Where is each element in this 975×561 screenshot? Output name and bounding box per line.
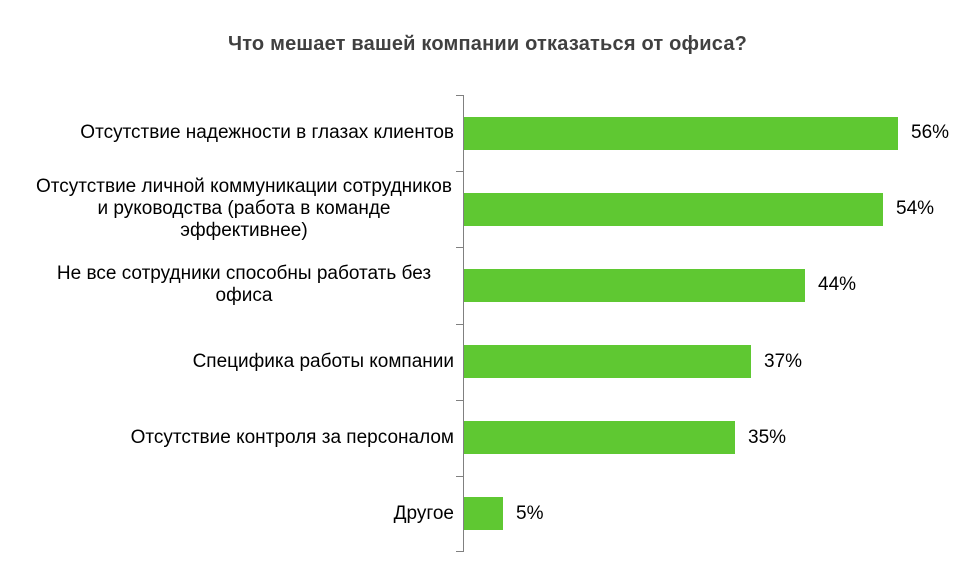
value-label: 56%: [911, 122, 950, 144]
category-label: Другое: [393, 502, 454, 524]
axis-tick: [456, 400, 464, 401]
axis-tick: [456, 171, 464, 172]
bar-cell: 5%: [463, 497, 975, 531]
category-label: Отсутствие контроля за персоналом: [130, 426, 454, 448]
bar-cell: 54%: [463, 192, 975, 226]
bar-row: Не все сотрудники способны работать без …: [0, 247, 975, 323]
value-label: 5%: [516, 502, 544, 524]
value-label: 35%: [748, 426, 787, 448]
bar-row: Другое 5%: [0, 476, 975, 552]
axis-tick: [456, 247, 464, 248]
plot-area: Отсутствие надежности в глазах клиентов …: [0, 95, 975, 552]
value-label: 37%: [764, 350, 803, 372]
bar: [464, 268, 805, 302]
bar-cell: 37%: [463, 345, 975, 379]
category-label-cell: Отсутствие надежности в глазах клиентов: [0, 122, 463, 144]
bar-cell: 44%: [463, 268, 975, 302]
bar: [464, 421, 735, 455]
value-label: 44%: [818, 274, 857, 296]
bar: [464, 497, 503, 531]
axis-tick: [456, 551, 464, 552]
category-axis-line: [463, 95, 464, 552]
bar: [464, 116, 898, 150]
category-label: Отсутствие надежности в глазах клиентов: [80, 122, 454, 144]
category-label: Не все сотрудники способны работать без …: [56, 263, 432, 307]
axis-tick: [456, 95, 464, 96]
axis-tick: [456, 476, 464, 477]
axis-tick: [456, 324, 464, 325]
bar-row: Отсутствие личной коммуникации сотрудник…: [0, 171, 975, 247]
category-label: Отсутствие личной коммуникации сотрудник…: [36, 176, 452, 242]
bar-row: Отсутствие контроля за персоналом 35%: [0, 400, 975, 476]
category-label: Специфика работы компании: [192, 350, 454, 372]
bar-rows: Отсутствие надежности в глазах клиентов …: [0, 95, 975, 552]
chart-title: Что мешает вашей компании отказаться от …: [227, 33, 748, 55]
category-label-cell: Не все сотрудники способны работать без …: [0, 263, 463, 307]
category-label-cell: Другое: [0, 503, 463, 525]
bar-cell: 35%: [463, 421, 975, 455]
bar-row: Специфика работы компании 37%: [0, 324, 975, 400]
bar: [464, 345, 751, 379]
bar-cell: 56%: [463, 116, 975, 150]
bar-row: Отсутствие надежности в глазах клиентов …: [0, 95, 975, 171]
category-label-cell: Специфика работы компании: [0, 351, 463, 373]
bar: [464, 192, 883, 226]
value-label: 54%: [896, 198, 935, 220]
category-label-cell: Отсутствие личной коммуникации сотрудник…: [0, 176, 463, 242]
category-label-cell: Отсутствие контроля за персоналом: [0, 427, 463, 449]
